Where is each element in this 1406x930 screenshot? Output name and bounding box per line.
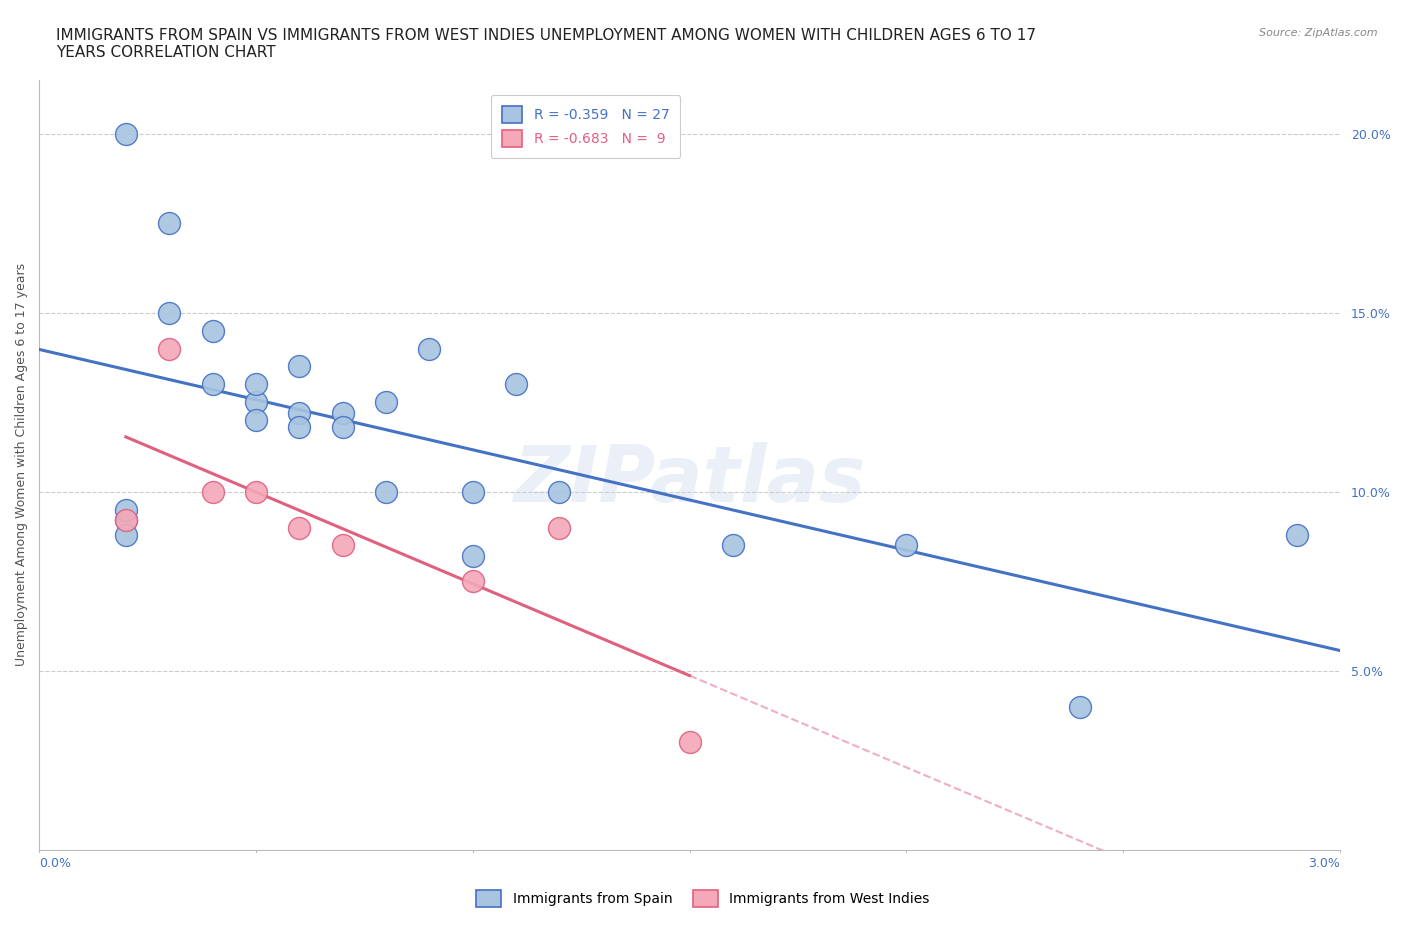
Point (375, 395, 398, 410)
Point (418, 341, 440, 356)
Point (157, 305, 180, 320)
Point (548, 520, 571, 535)
Point (548, 485, 571, 499)
Point (201, 377, 224, 392)
Text: Source: ZipAtlas.com: Source: ZipAtlas.com (1260, 28, 1378, 38)
Point (288, 359, 311, 374)
Point (332, 405, 354, 420)
Point (461, 549, 484, 564)
Point (461, 574, 484, 589)
Point (245, 485, 267, 499)
Text: ZIPatlas: ZIPatlas (513, 443, 866, 518)
Legend: Immigrants from Spain, Immigrants from West Indies: Immigrants from Spain, Immigrants from W… (470, 883, 936, 914)
Point (115, 126, 138, 141)
Point (896, 538, 918, 553)
Point (288, 520, 311, 535)
Point (115, 527, 138, 542)
Point (1069, 699, 1091, 714)
Text: 0.0%: 0.0% (39, 857, 72, 870)
Text: 3.0%: 3.0% (1308, 857, 1340, 870)
Point (245, 413, 267, 428)
Y-axis label: Unemployment Among Women with Children Ages 6 to 17 years: Unemployment Among Women with Children A… (15, 263, 28, 667)
Point (115, 513, 138, 528)
Point (1285, 527, 1308, 542)
Point (288, 405, 311, 420)
Point (245, 377, 267, 392)
Point (332, 420, 354, 435)
Point (115, 502, 138, 517)
Point (678, 735, 700, 750)
Point (245, 395, 267, 410)
Point (115, 513, 138, 528)
Legend: R = -0.359   N = 27, R = -0.683   N =  9: R = -0.359 N = 27, R = -0.683 N = 9 (491, 95, 681, 158)
Point (505, 377, 527, 392)
Point (288, 420, 311, 435)
Point (201, 485, 224, 499)
Point (461, 485, 484, 499)
Point (201, 324, 224, 339)
Point (157, 341, 180, 356)
Point (721, 538, 744, 553)
Point (157, 216, 180, 231)
Point (332, 538, 354, 553)
Text: IMMIGRANTS FROM SPAIN VS IMMIGRANTS FROM WEST INDIES UNEMPLOYMENT AMONG WOMEN WI: IMMIGRANTS FROM SPAIN VS IMMIGRANTS FROM… (56, 28, 1036, 60)
Point (375, 485, 398, 499)
